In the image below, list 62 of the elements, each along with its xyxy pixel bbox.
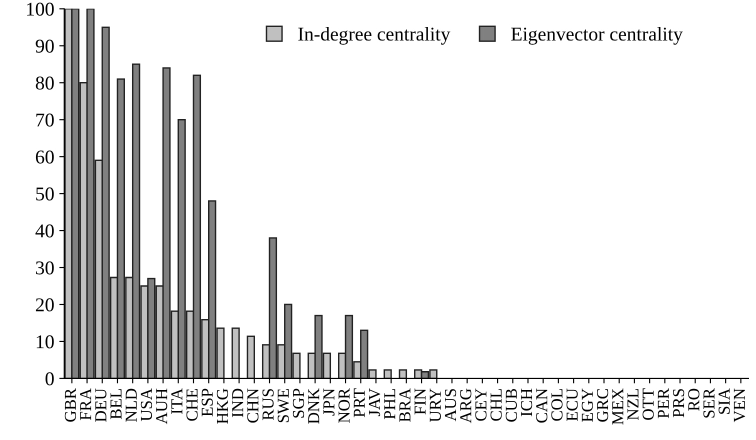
x-tick-label: USA [140, 388, 152, 422]
x-tick-label: OTT [642, 388, 654, 420]
y-tick-label: 60 [36, 150, 54, 164]
x-tick-label: FRA [80, 388, 92, 420]
x-tick-label: IND [232, 388, 244, 418]
y-tick-label: 30 [36, 261, 54, 274]
bar [232, 327, 240, 378]
y-tick-label: 0 [46, 372, 54, 386]
y-tick-label: 80 [36, 76, 54, 90]
x-tick-label: CAN [536, 388, 548, 423]
y-tick-label: 70 [36, 113, 54, 127]
x-tick-label: CUB [506, 388, 517, 422]
x-tick-label: PRS [672, 389, 684, 418]
x-tick-label: COL [551, 389, 563, 421]
bar [384, 369, 392, 378]
x-tick-label: PHL [384, 389, 396, 420]
legend-label: Eigenvector centrality [511, 27, 683, 45]
x-tick-label: SIA [718, 388, 730, 414]
x-tick-label: RO [688, 388, 700, 411]
y-tick-label: 90 [36, 40, 54, 53]
y-tick-label: 50 [36, 187, 54, 201]
x-tick-label: FIN [414, 388, 426, 414]
x-tick-label: DNK [308, 388, 320, 424]
x-tick-label: JPN [323, 388, 334, 416]
x-tick-label: NLD [126, 388, 137, 422]
x-tick-label: VEN [734, 388, 746, 422]
x-tick-label: GRC [596, 389, 608, 422]
x-tick-label: JAV [368, 388, 380, 416]
x-tick-label: ITA [171, 388, 182, 414]
x-tick-label: ECU [566, 388, 578, 421]
y-tick-label: 100 [27, 2, 54, 16]
x-tick-label: MEX [612, 388, 624, 425]
legend-label: In-degree centrality [298, 27, 450, 45]
x-tick-label: URY [430, 388, 441, 422]
x-tick-label: BRA [399, 388, 410, 422]
x-tick-label: GBR [64, 388, 76, 422]
x-tick-label: NOR [338, 388, 350, 423]
x-tick-label: PER [658, 388, 669, 418]
x-tick-label: ARG [460, 388, 472, 424]
x-tick-label: RUS [262, 389, 274, 420]
x-tick-label: AUH [156, 388, 168, 424]
y-tick-label: 10 [36, 335, 54, 348]
bar [398, 369, 408, 378]
bar [246, 336, 256, 378]
x-tick-label: EGY [582, 388, 593, 422]
x-tick-label: DEU [95, 388, 106, 422]
y-tick-label: 40 [35, 224, 54, 238]
x-tick-label: ICH [520, 388, 532, 416]
x-tick-label: SWE [278, 388, 289, 422]
x-tick-label: CHL [490, 389, 502, 421]
x-tick-label: HKG [216, 388, 228, 424]
x-tick-label: NZL [628, 389, 638, 420]
x-tick-label: AUS [444, 389, 456, 422]
x-tick-label: CHE [186, 388, 198, 421]
x-tick-label: CHN [247, 388, 258, 423]
x-tick-label: ESP [202, 388, 213, 416]
x-tick-label: SER [703, 388, 715, 418]
y-tick-label: 20 [36, 298, 54, 312]
x-tick-label: SGP [292, 388, 304, 418]
x-tick-label: CEY [475, 388, 487, 421]
x-tick-label: PRT [354, 388, 365, 418]
x-tick-label: BEL [110, 389, 122, 420]
